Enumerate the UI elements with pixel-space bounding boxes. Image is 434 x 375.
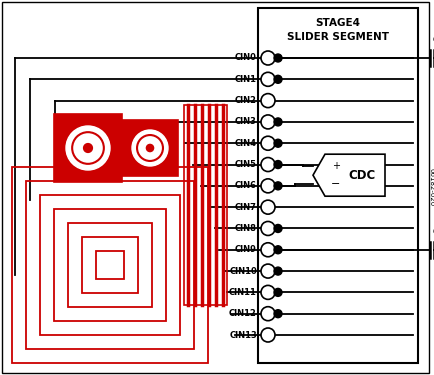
Circle shape bbox=[260, 136, 274, 150]
Bar bbox=[96, 251, 124, 279]
Circle shape bbox=[260, 94, 274, 108]
Text: −: − bbox=[330, 179, 340, 189]
Text: $C_{SHIELD}$: $C_{SHIELD}$ bbox=[431, 225, 434, 238]
Circle shape bbox=[260, 51, 274, 65]
Text: CDC: CDC bbox=[348, 169, 375, 182]
Bar bbox=[82, 237, 138, 293]
Circle shape bbox=[273, 139, 281, 147]
Circle shape bbox=[273, 118, 281, 126]
Circle shape bbox=[260, 72, 274, 86]
Circle shape bbox=[72, 132, 104, 164]
Circle shape bbox=[260, 243, 274, 257]
Bar bbox=[184, 105, 227, 305]
Text: +: + bbox=[331, 161, 339, 171]
Circle shape bbox=[83, 144, 92, 152]
Circle shape bbox=[273, 246, 281, 254]
Text: CIN13: CIN13 bbox=[229, 330, 256, 339]
Text: $C_{SHIELD}$: $C_{SHIELD}$ bbox=[431, 33, 434, 46]
Circle shape bbox=[137, 135, 163, 161]
Bar bbox=[257, 8, 417, 363]
Circle shape bbox=[260, 307, 274, 321]
Text: CIN6: CIN6 bbox=[234, 182, 256, 190]
Text: CIN12: CIN12 bbox=[229, 309, 256, 318]
Circle shape bbox=[260, 222, 274, 236]
Text: STAGE4
SLIDER SEGMENT: STAGE4 SLIDER SEGMENT bbox=[286, 18, 388, 42]
Bar bbox=[26, 181, 194, 349]
Text: CIN4: CIN4 bbox=[234, 139, 256, 148]
Circle shape bbox=[146, 144, 153, 152]
Circle shape bbox=[273, 267, 281, 275]
Text: CIN7: CIN7 bbox=[235, 202, 256, 211]
Text: CIN11: CIN11 bbox=[229, 288, 256, 297]
Text: CIN5: CIN5 bbox=[234, 160, 256, 169]
Bar bbox=[54, 114, 122, 182]
Bar bbox=[40, 195, 180, 335]
Bar bbox=[54, 209, 166, 321]
Circle shape bbox=[260, 115, 274, 129]
Polygon shape bbox=[312, 154, 384, 196]
Circle shape bbox=[260, 285, 274, 299]
Circle shape bbox=[273, 310, 281, 318]
Text: CIN0: CIN0 bbox=[235, 54, 256, 63]
Circle shape bbox=[273, 288, 281, 296]
Bar bbox=[68, 223, 151, 307]
Bar bbox=[12, 167, 207, 363]
Circle shape bbox=[260, 328, 274, 342]
Text: CIN3: CIN3 bbox=[235, 117, 256, 126]
Circle shape bbox=[132, 130, 168, 166]
Text: CIN10: CIN10 bbox=[229, 267, 256, 276]
Text: CIN8: CIN8 bbox=[235, 224, 256, 233]
Circle shape bbox=[273, 54, 281, 62]
Circle shape bbox=[273, 182, 281, 190]
Text: CIN2: CIN2 bbox=[234, 96, 256, 105]
Bar bbox=[122, 120, 178, 176]
Circle shape bbox=[260, 179, 274, 193]
Circle shape bbox=[273, 225, 281, 232]
Text: CIN9: CIN9 bbox=[235, 245, 256, 254]
Circle shape bbox=[273, 160, 281, 168]
Circle shape bbox=[273, 75, 281, 83]
Circle shape bbox=[260, 158, 274, 171]
Circle shape bbox=[260, 264, 274, 278]
Circle shape bbox=[260, 200, 274, 214]
Circle shape bbox=[66, 126, 110, 170]
Text: 06182-020: 06182-020 bbox=[428, 168, 434, 207]
Text: CIN1: CIN1 bbox=[234, 75, 256, 84]
